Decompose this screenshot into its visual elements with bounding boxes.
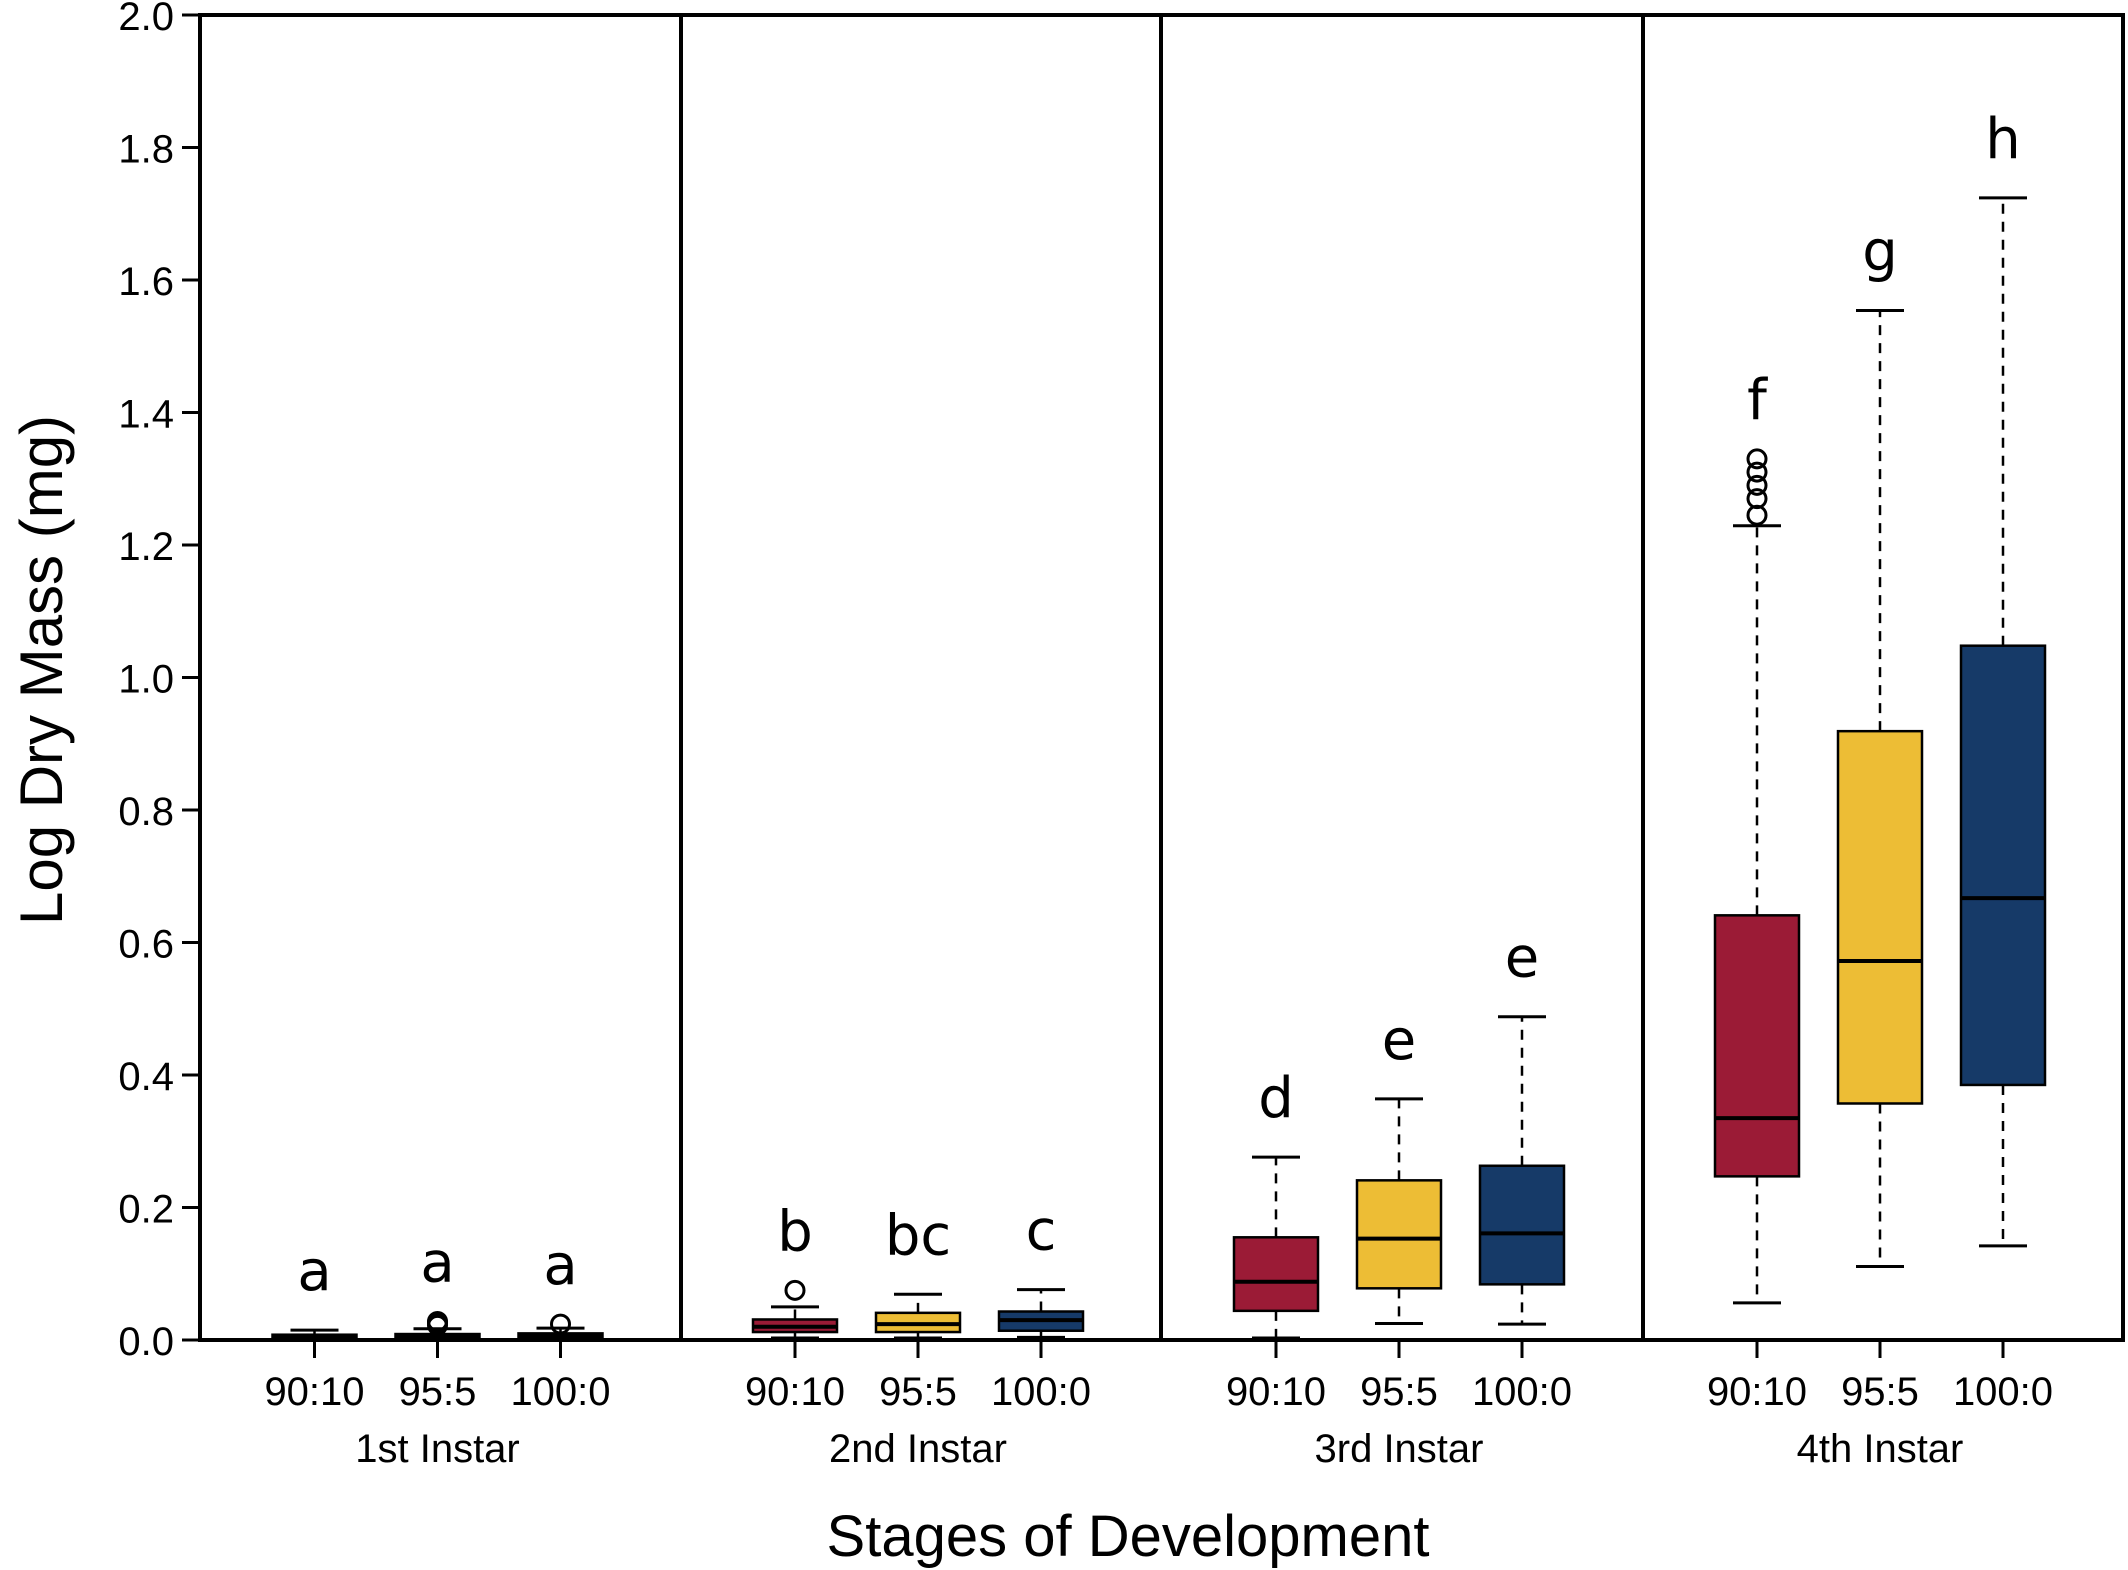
box-90-10: d xyxy=(1232,1066,1320,1340)
significance-letter: h xyxy=(1985,107,2021,172)
significance-letter: d xyxy=(1258,1066,1294,1131)
box-95-5: g xyxy=(1836,219,1924,1268)
y-tick-label: 1.6 xyxy=(118,260,174,304)
iqr-box xyxy=(1232,1236,1320,1313)
treatment-label: 90:10 xyxy=(745,1370,845,1414)
y-tick-label: 1.8 xyxy=(118,128,174,172)
significance-letter: g xyxy=(1862,219,1898,284)
treatment-label: 100:0 xyxy=(991,1370,1091,1414)
outlier-point xyxy=(1746,488,1768,510)
outlier-point xyxy=(1746,448,1768,470)
y-tick-label: 2.0 xyxy=(118,0,174,39)
box-90-10: b xyxy=(751,1199,839,1340)
y-tick-label: 0.2 xyxy=(118,1188,174,1232)
x-axis-label: Stages of Development xyxy=(827,1504,1430,1569)
significance-letter: f xyxy=(1747,368,1768,433)
treatment-label: 100:0 xyxy=(510,1370,610,1414)
box-95-5: a xyxy=(394,1230,481,1342)
treatment-label: 95:5 xyxy=(399,1370,477,1414)
significance-letter: e xyxy=(1382,1008,1416,1073)
significance-letter: a xyxy=(297,1239,331,1304)
box-100-0: e xyxy=(1478,926,1566,1326)
box-95-5: e xyxy=(1355,1008,1443,1325)
y-tick-label: 0.4 xyxy=(118,1055,174,1099)
panel-3: d e e xyxy=(1232,926,1566,1340)
treatment-label: 95:5 xyxy=(1841,1370,1919,1414)
treatment-label: 90:10 xyxy=(1707,1370,1807,1414)
significance-letter: b xyxy=(777,1199,813,1264)
y-axis: 0.0 0.2 0.4 0.6 0.8 1.0 1.2 1.4 1.6 1.8 2.0 xyxy=(118,0,200,1364)
panel-2: b bc c xyxy=(751,1199,1085,1340)
box-100-0: c xyxy=(997,1199,1085,1339)
treatment-label: 100:0 xyxy=(1472,1370,1572,1414)
significance-letter: a xyxy=(543,1233,577,1298)
box-90-10: f xyxy=(1713,368,1801,1305)
y-tick-label: 0.0 xyxy=(118,1320,174,1364)
stage-label: 4th Instar xyxy=(1797,1427,1964,1471)
significance-letter: e xyxy=(1505,926,1539,991)
iqr-box xyxy=(1836,729,1924,1105)
significance-letter: bc xyxy=(885,1203,951,1268)
y-tick-label: 1.0 xyxy=(118,658,174,702)
significance-letter: a xyxy=(420,1230,454,1295)
y-tick-label: 1.4 xyxy=(118,393,174,437)
outlier-point xyxy=(550,1313,571,1335)
box-100-0: a xyxy=(517,1233,604,1342)
panel-4: f g h xyxy=(1713,107,2047,1305)
outlier-point xyxy=(784,1279,806,1301)
box-95-5: bc xyxy=(874,1203,962,1340)
stage-label: 3rd Instar xyxy=(1315,1427,1484,1471)
iqr-box xyxy=(1959,644,2047,1087)
x-axis: 90:10 95:5 100:0 1st Instar 90:10 95:5 100:0 2n… xyxy=(264,1340,2053,1471)
stage-label: 1st Instar xyxy=(355,1427,520,1471)
instar-panels xyxy=(198,13,2125,1342)
y-axis-label: Log Dry Mass (mg) xyxy=(8,415,75,925)
outlier-point xyxy=(1746,461,1768,483)
box-90-10: a xyxy=(271,1239,358,1342)
outlier-point xyxy=(1746,474,1768,496)
outlier-point xyxy=(427,1310,448,1332)
iqr-box xyxy=(1713,914,1801,1178)
treatment-label: 90:10 xyxy=(1226,1370,1326,1414)
iqr-box xyxy=(1355,1179,1443,1290)
box-100-0: h xyxy=(1959,107,2047,1248)
treatment-label: 90:10 xyxy=(264,1370,364,1414)
treatment-label: 95:5 xyxy=(1360,1370,1438,1414)
stage-label: 2nd Instar xyxy=(829,1427,1007,1471)
iqr-box xyxy=(1478,1164,1566,1286)
treatment-label: 100:0 xyxy=(1953,1370,2053,1414)
y-tick-label: 0.6 xyxy=(118,923,174,967)
treatment-label: 95:5 xyxy=(879,1370,957,1414)
y-tick-label: 1.2 xyxy=(118,525,174,569)
significance-letter: c xyxy=(1026,1199,1057,1264)
box-series: a a a b bc c d e e f g h xyxy=(271,107,2047,1342)
y-tick-label: 0.8 xyxy=(118,790,174,834)
